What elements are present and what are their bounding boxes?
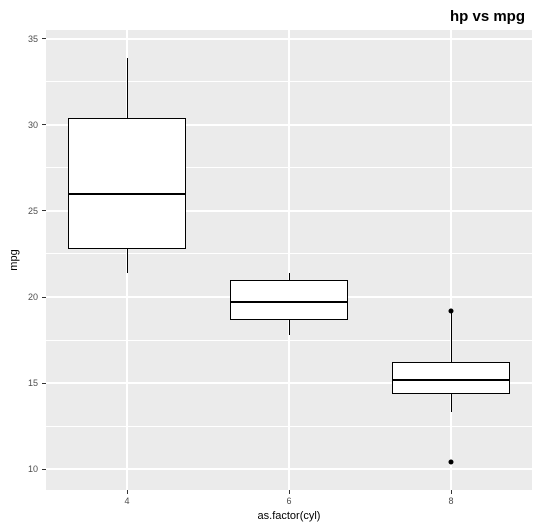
whisker-upper	[451, 311, 452, 362]
x-tick-label: 4	[124, 496, 129, 506]
x-axis-label: as.factor(cyl)	[258, 510, 321, 522]
y-tick-label: 35	[0, 34, 38, 44]
x-tick-label: 8	[448, 496, 453, 506]
y-axis-label: mpg	[8, 249, 20, 270]
whisker-upper	[289, 273, 290, 280]
x-tick-mark	[127, 490, 128, 494]
median-line	[68, 193, 186, 195]
x-tick-label: 6	[286, 496, 291, 506]
outlier-point	[449, 308, 454, 313]
grid-major-v	[288, 30, 290, 490]
y-tick-label: 25	[0, 206, 38, 216]
median-line	[230, 301, 348, 303]
y-tick-label: 20	[0, 292, 38, 302]
y-tick-label: 15	[0, 378, 38, 388]
grid-major-v	[450, 30, 452, 490]
y-tick-label: 30	[0, 120, 38, 130]
y-tick-mark	[42, 210, 46, 211]
median-line	[392, 379, 510, 381]
y-tick-mark	[42, 469, 46, 470]
y-tick-mark	[42, 383, 46, 384]
box	[230, 280, 348, 320]
y-tick-mark	[42, 124, 46, 125]
y-tick-mark	[42, 297, 46, 298]
x-tick-mark	[451, 490, 452, 494]
whisker-lower	[451, 394, 452, 413]
whisker-lower	[127, 249, 128, 273]
whisker-upper	[127, 58, 128, 118]
outlier-point	[449, 460, 454, 465]
boxplot-chart: hp vs mpg mpg as.factor(cyl) 10 15 20 25 30 3…	[0, 0, 537, 532]
y-tick-label: 10	[0, 464, 38, 474]
box	[68, 118, 186, 249]
whisker-lower	[289, 320, 290, 335]
y-tick-mark	[42, 38, 46, 39]
chart-title: hp vs mpg	[450, 8, 525, 25]
x-tick-mark	[289, 490, 290, 494]
box	[392, 362, 510, 394]
